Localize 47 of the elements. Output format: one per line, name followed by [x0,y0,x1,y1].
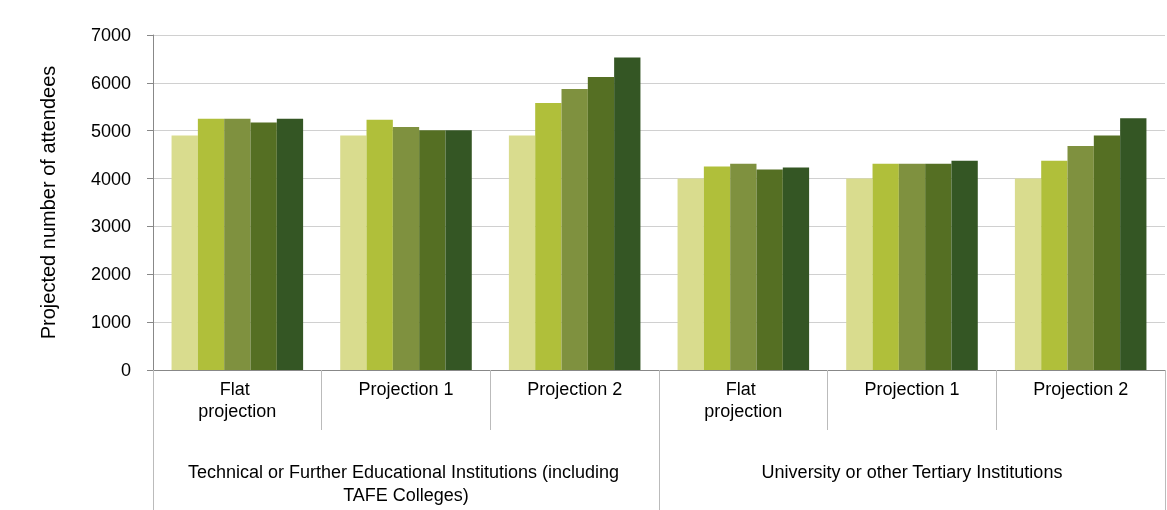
bar [340,135,367,370]
y-tick-label: 6000 [90,72,131,93]
bar [898,163,926,370]
bar [846,178,873,370]
text: Technical or Further Educational Institutions (including TAFE Colleges) [187,461,625,505]
y-tick-label: 7000 [90,25,131,45]
bar [782,167,810,370]
bar [250,122,277,370]
bar [1041,160,1068,370]
bar [872,163,899,370]
y-axis-title: Projected number of attendees [37,65,59,340]
bar [419,130,446,370]
bar [1014,178,1042,370]
bar [703,166,731,370]
x-tick-label: Flat projection [198,379,277,421]
bar [614,57,641,370]
bar [561,89,588,370]
x-tick-label: Projection 2 [1033,379,1129,399]
x-tick-label: Projection 2 [527,379,623,399]
y-tick-label: 3000 [90,216,131,237]
y-tick-label: 1000 [90,312,131,333]
bar [730,163,757,370]
x-tick-label: Flat projection [704,379,783,421]
bar [197,118,225,370]
bar [535,102,562,370]
y-tick-label: 5000 [90,120,131,141]
bar [1093,135,1121,370]
bar [445,130,472,370]
bar [276,118,304,370]
y-tick-label: 0 [120,360,131,380]
bar [677,178,704,370]
bar [366,119,393,370]
bar [171,135,198,370]
y-tick-label: 2000 [90,264,131,285]
bar [508,135,536,370]
bar [224,118,251,370]
bar [587,77,615,370]
x-tick-label: Projection 1 [358,379,454,399]
bar [1067,146,1094,370]
text: University or other Tertiary Institutions [761,461,1063,482]
bar [925,163,952,370]
bar [756,169,783,370]
y-tick-label: 4000 [90,168,131,189]
x-tick-label: Projection 1 [864,379,960,399]
bar [1120,118,1147,370]
bar [951,160,978,370]
bar [392,126,420,370]
